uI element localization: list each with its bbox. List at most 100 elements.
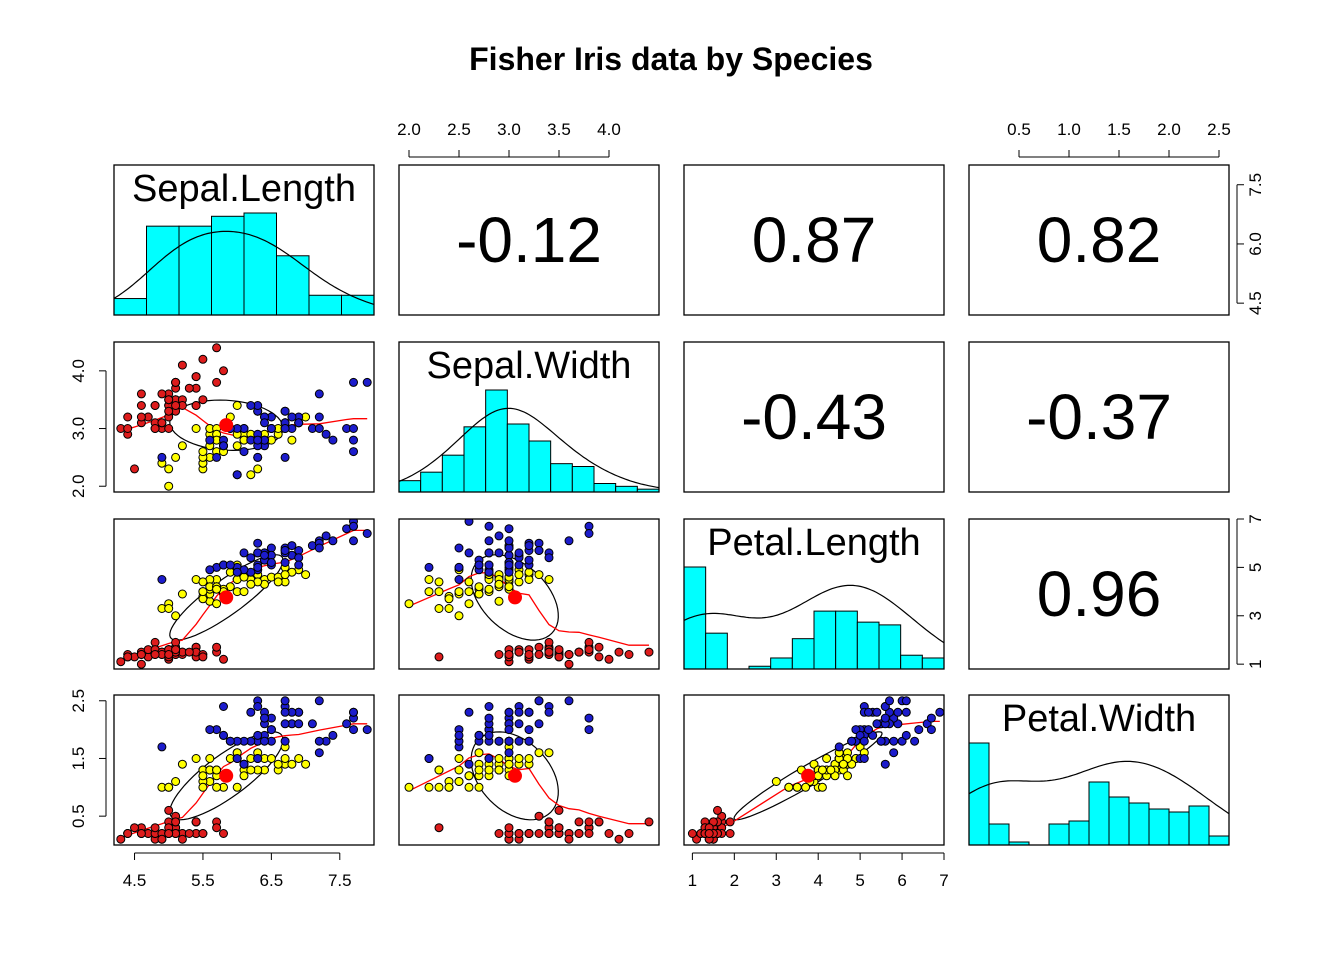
data-point-virginica [584,725,594,735]
variable-label: Petal.Width [1002,698,1196,740]
data-point-virginica [205,725,215,735]
panel-frame [683,694,945,846]
data-point-setosa [704,829,714,838]
panel-Petal.Width-Petal.Length [683,694,945,846]
data-point-versicolor [514,570,524,580]
data-point-virginica [260,418,269,428]
data-point-setosa [150,401,160,410]
data-point-setosa [123,412,133,422]
data-point-virginica [880,759,890,769]
tick-label-bottom: 4.5 [123,871,147,890]
histogram-bar [1048,823,1070,846]
tick-label-bottom: 5.5 [191,871,215,890]
data-point-virginica [314,696,324,706]
data-point-virginica [253,702,263,711]
data-point-virginica [514,719,524,729]
data-point-setosa [564,834,574,844]
data-point-setosa [157,389,167,399]
panel-grid: Sepal.Length -0.12 0.87 0.82 Sepal.Width -0.4… [69,120,1265,890]
histogram-bar [615,485,638,493]
data-point-setosa [713,805,722,815]
data-point-setosa [212,823,222,833]
data-point-versicolor [454,754,464,763]
data-point-virginica [280,424,290,433]
data-point-versicolor [434,765,444,775]
data-point-virginica [454,562,464,572]
data-point-virginica [280,707,290,717]
histogram-bar [398,480,422,493]
data-point-setosa [116,657,126,667]
correlation-value: 0.96 [1037,558,1162,630]
data-point-versicolor [280,570,290,580]
data-point-versicolor [246,470,256,480]
data-point-virginica [349,707,358,717]
data-point-setosa [171,817,181,827]
data-point-virginica [864,725,873,735]
scatter-marks [687,696,944,844]
tick-label-right: 7.5 [1246,173,1265,197]
data-point-virginica [935,707,944,717]
tick-label-right: 3 [1246,611,1265,620]
data-point-versicolor [424,575,434,584]
data-point-versicolor [164,481,174,491]
histogram-bar [835,610,858,670]
data-point-setosa [554,645,564,655]
panel-frame [968,164,1230,316]
data-point-virginica [328,536,338,546]
data-point-virginica [260,736,269,746]
data-point-virginica [504,560,514,570]
panel-frame [683,341,945,493]
data-point-versicolor [198,577,208,587]
data-point-versicolor [474,748,484,758]
panel-Petal.Length-Petal.Width: 0.96 [968,518,1230,670]
data-point-versicolor [434,604,444,613]
data-point-setosa [198,354,208,364]
data-point-virginica [246,553,256,563]
panel-Sepal.Width-Petal.Width: -0.37 [968,341,1230,493]
data-point-setosa [130,823,139,833]
data-point-versicolor [454,611,464,621]
data-point-setosa [514,647,524,657]
data-point-versicolor [494,596,504,606]
scatter-marks [404,696,654,844]
data-point-versicolor [191,424,201,433]
data-point-versicolor [514,577,524,587]
tick-label-left: 2.5 [69,689,88,713]
data-point-virginica [484,754,494,763]
data-point-virginica [321,531,331,541]
data-point-setosa [171,377,181,387]
data-point-setosa [504,823,514,833]
data-point-versicolor [239,771,249,781]
data-point-virginica [534,546,544,555]
tick-label-right: 6.0 [1246,232,1265,256]
data-point-virginica [880,713,890,723]
data-point-versicolor [212,765,222,775]
data-point-versicolor [826,765,836,775]
data-point-versicolor [524,754,534,763]
data-point-versicolor [404,599,414,609]
data-point-setosa [554,652,564,662]
histogram-bar [243,212,277,316]
data-point-virginica [328,435,338,445]
data-point-virginica [885,696,894,706]
tick-label-bottom: 7 [939,871,948,890]
data-point-virginica [287,412,297,422]
data-point-virginica [889,748,899,758]
data-point-virginica [225,560,235,570]
tick-label-bottom: 2 [730,871,739,890]
data-point-setosa [177,360,187,370]
data-point-virginica [314,736,324,746]
panel-frame [683,164,945,316]
data-point-virginica [349,377,358,387]
correlation-ellipse [470,554,559,641]
data-point-setosa [604,829,614,838]
histogram-bar [506,423,530,493]
data-point-virginica [232,754,242,763]
data-point-virginica [564,696,574,706]
data-point-virginica [514,736,524,746]
data-point-virginica [424,562,434,572]
data-point-virginica [287,541,297,551]
data-point-virginica [524,725,534,735]
data-point-virginica [349,725,358,735]
data-point-setosa [171,401,181,410]
